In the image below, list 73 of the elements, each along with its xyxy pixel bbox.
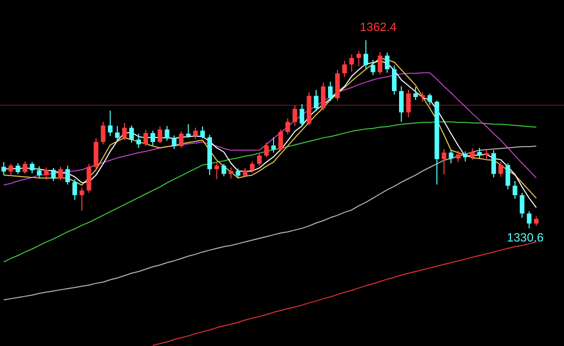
- candlestick: [506, 162, 510, 190]
- candlestick: [250, 160, 255, 174]
- candlestick: [86, 163, 92, 194]
- candlestick: [80, 186, 84, 212]
- candlestick: [300, 104, 304, 128]
- candlestick: [462, 150, 468, 162]
- candlestick: [413, 86, 418, 100]
- candlestick: [320, 82, 326, 112]
- candlestick: [520, 192, 524, 218]
- candlestick: [498, 160, 504, 178]
- candlestick: [186, 124, 191, 138]
- candlestick: [442, 148, 446, 175]
- candlestick: [30, 162, 34, 174]
- candlestick: [228, 166, 234, 180]
- candlestick: [108, 110, 113, 137]
- candlestick: [399, 86, 404, 122]
- candlestick: [342, 60, 347, 78]
- candlestick: [271, 136, 276, 154]
- candlestick: [122, 122, 127, 141]
- candlestick: [51, 167, 56, 182]
- candlestick: [222, 163, 226, 177]
- candlestick: [392, 65, 397, 96]
- candlestick: [477, 147, 482, 160]
- candlestick: [264, 142, 269, 158]
- candlestick: [278, 129, 283, 152]
- candlestick: [292, 104, 298, 126]
- candlestick: [115, 125, 120, 142]
- candlestick: [512, 180, 518, 200]
- candlestick: [484, 149, 489, 160]
- candlestick: [242, 167, 248, 178]
- candlestick: [178, 130, 184, 148]
- candlestick: [470, 148, 475, 160]
- candlestick: [420, 92, 425, 102]
- candlestick: [72, 178, 78, 200]
- candlestick: [448, 149, 454, 164]
- candlestick: [534, 216, 539, 226]
- candlestick: [406, 89, 411, 118]
- annotation: 1330.6: [506, 230, 544, 244]
- candlestick: [236, 168, 240, 179]
- candlestick: [257, 152, 262, 166]
- candlestick: [214, 162, 220, 180]
- annotation: 1362.4: [360, 20, 397, 34]
- candlestick: [378, 52, 382, 76]
- candlestick: [65, 165, 70, 186]
- candlestick: [328, 81, 333, 102]
- candlestick: [349, 54, 354, 72]
- candlestick: [8, 163, 14, 176]
- candlestick: [136, 133, 141, 148]
- candlestick: [456, 150, 460, 163]
- candlestick: [285, 118, 290, 135]
- candlestick: [427, 92, 432, 106]
- candlestick: [526, 210, 532, 229]
- candlestick: [16, 162, 20, 174]
- candlestick: [491, 150, 496, 178]
- candlestick: [164, 125, 170, 142]
- candlestick: [22, 160, 28, 174]
- candlestick: [58, 166, 63, 181]
- candlestick: [200, 126, 205, 139]
- candlestick: [364, 40, 368, 70]
- candlestick: [370, 59, 376, 76]
- candlestick: [44, 166, 49, 180]
- candlestick: [150, 130, 156, 146]
- candlestick: [193, 127, 198, 140]
- candlestick: [384, 52, 390, 74]
- candlestick: [100, 121, 106, 145]
- candlestick: [36, 166, 42, 178]
- candlestick: [1, 162, 6, 176]
- candlestick: [314, 89, 318, 112]
- candlestick: [143, 130, 148, 147]
- candlestick: [356, 50, 362, 67]
- candlestick: [129, 124, 134, 144]
- candlestick: [158, 126, 162, 144]
- candlestick: [172, 134, 176, 150]
